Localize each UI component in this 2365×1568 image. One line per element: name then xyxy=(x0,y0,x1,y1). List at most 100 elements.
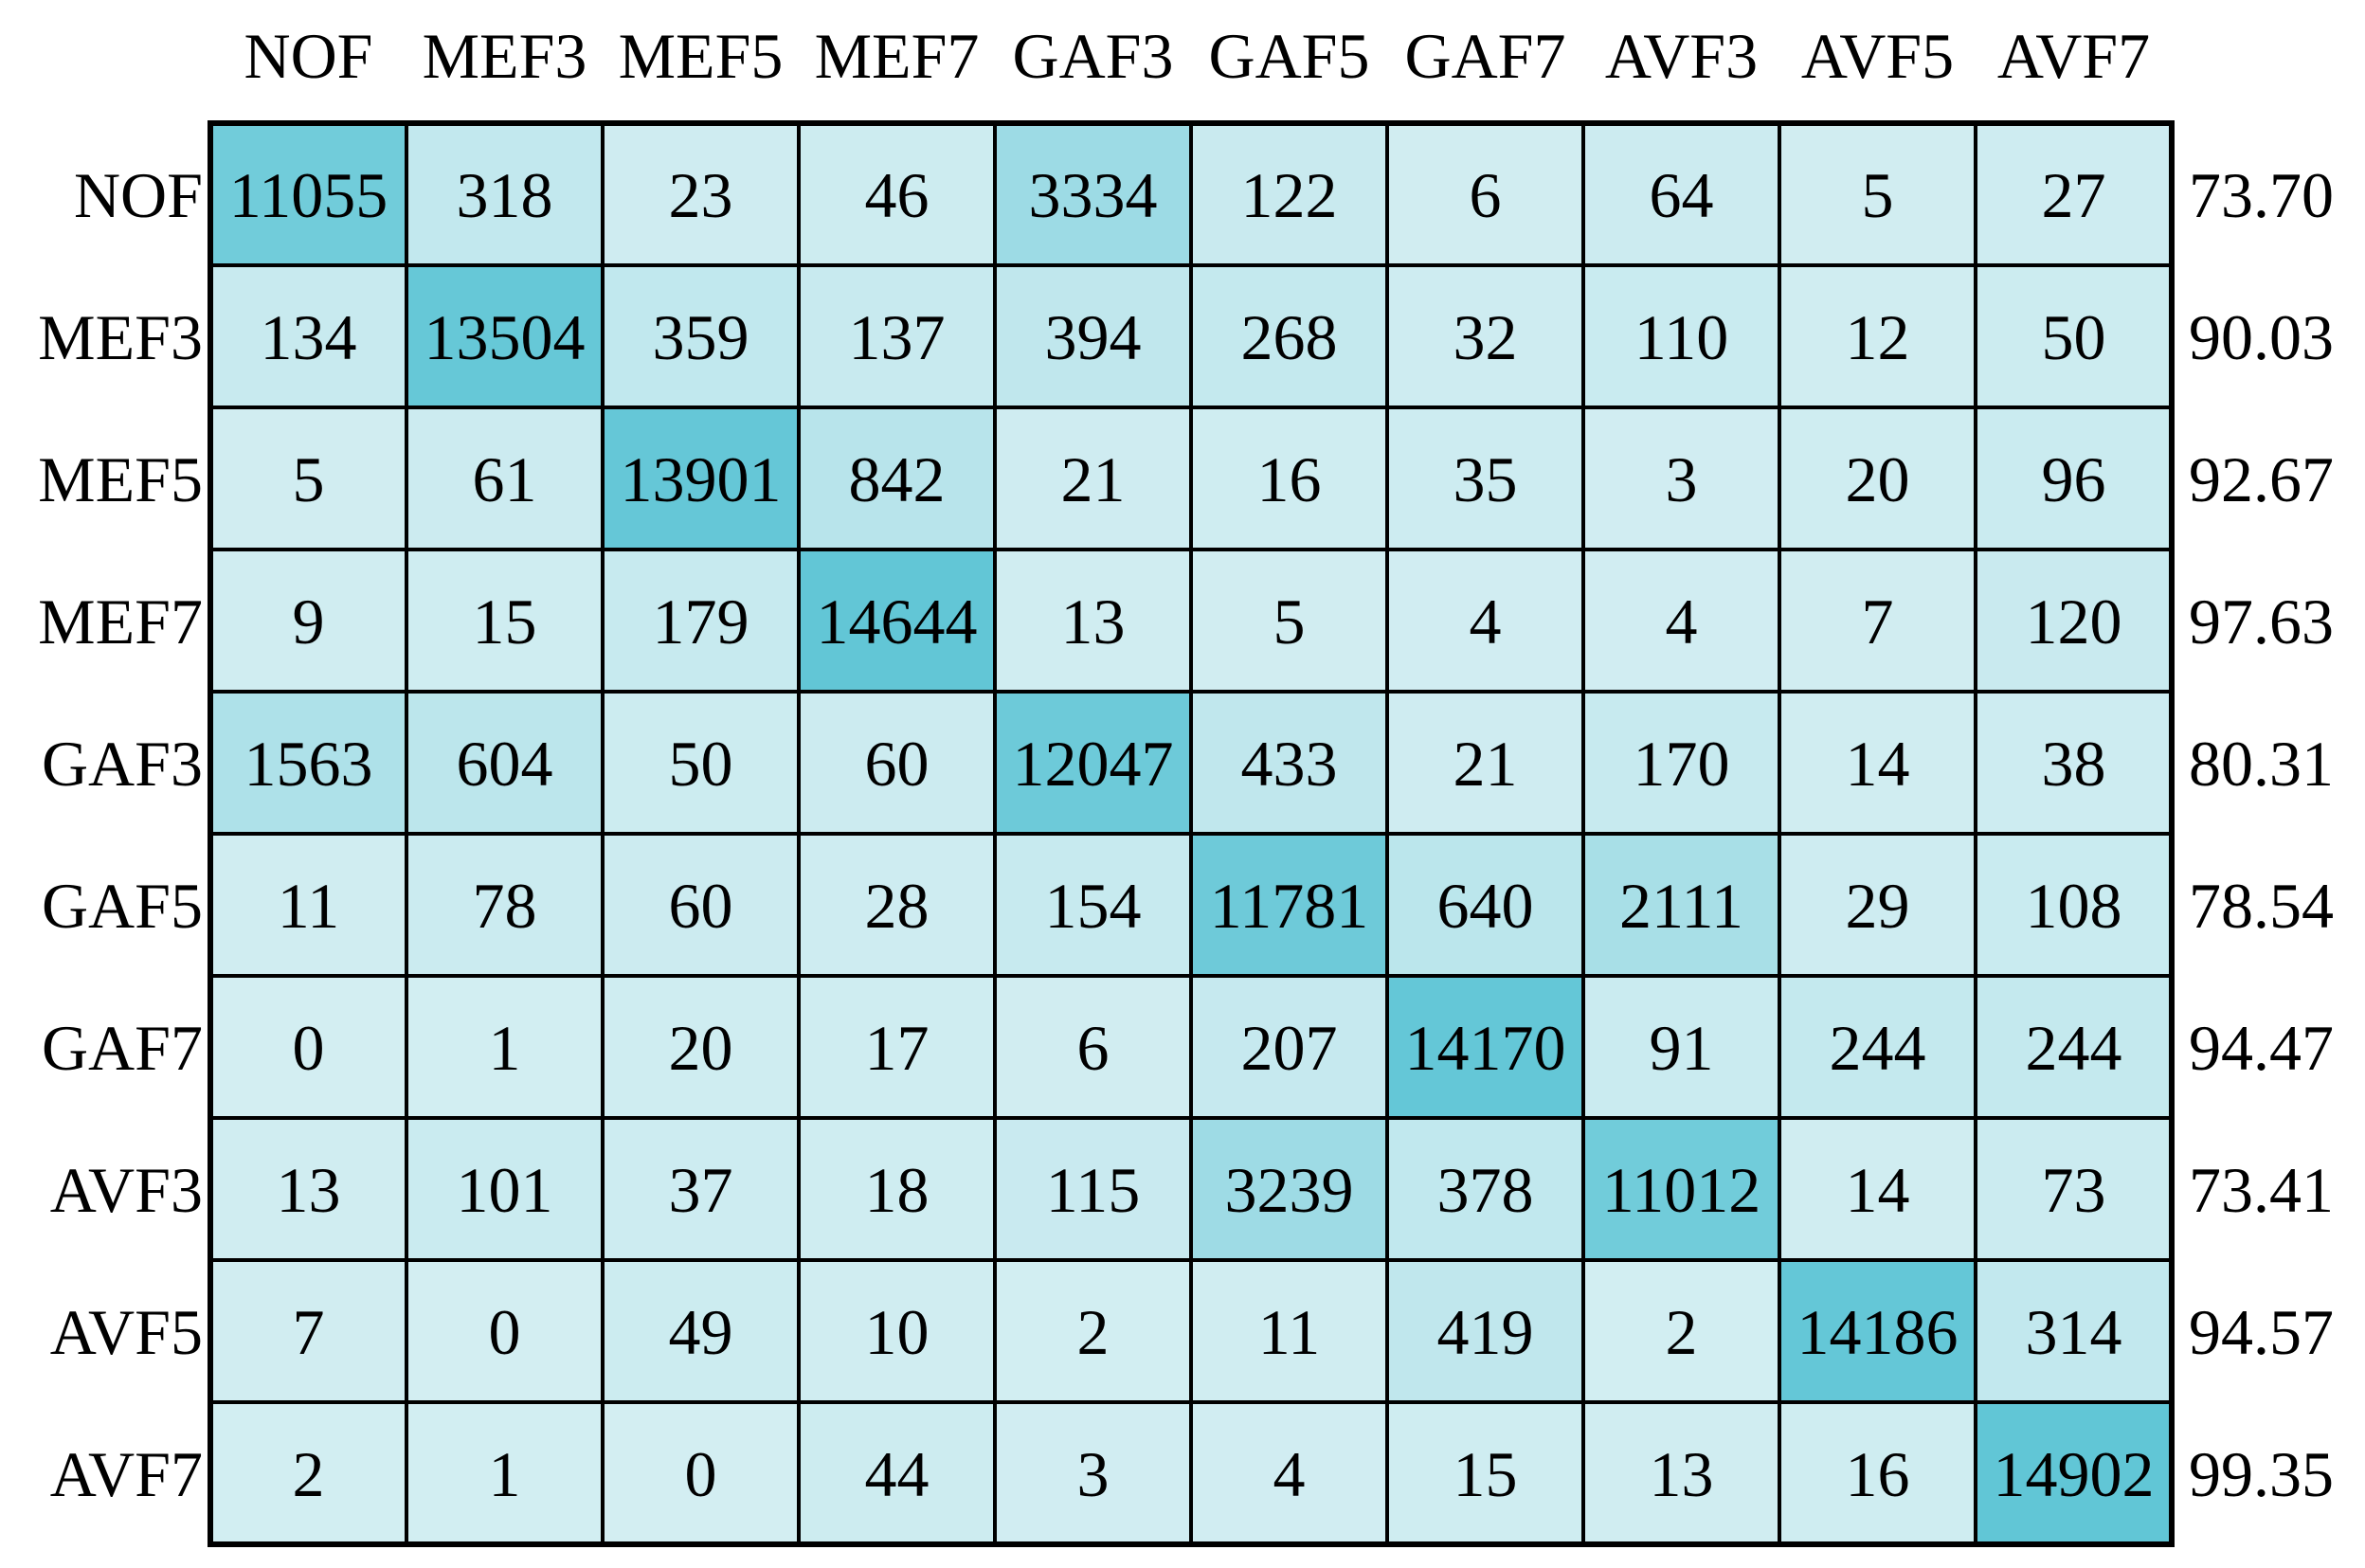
cell-value: 50 xyxy=(2042,301,2106,373)
matrix-cell xyxy=(1581,263,1781,409)
cell-value: 314 xyxy=(2026,1296,2122,1368)
matrix-cell xyxy=(1778,832,1977,978)
cell-value: 120 xyxy=(2026,586,2122,658)
matrix-cell xyxy=(1385,548,1585,694)
cell-value: 137 xyxy=(849,301,946,373)
cell-value: 35 xyxy=(1453,443,1518,515)
cell-value: 2111 xyxy=(1619,870,1743,942)
cell-value: 15 xyxy=(1453,1438,1518,1510)
cell-value: 244 xyxy=(1830,1012,1926,1084)
matrix-cell xyxy=(1581,690,1781,836)
row-labels: NOF MEF3 MEF5 MEF7 GAF3 GAF5 GAF7 AVF3 AVF5 AVF7 xyxy=(38,159,203,1510)
cell-value: 5 xyxy=(1273,586,1306,658)
matrix-cell xyxy=(1385,1400,1585,1546)
matrix-cell xyxy=(1778,548,1977,694)
matrix-cell xyxy=(1385,263,1585,409)
column-label: AVF7 xyxy=(1997,20,2150,92)
cell-value: 11012 xyxy=(1602,1154,1760,1226)
matrix-cell xyxy=(601,1116,801,1262)
cell-value: 268 xyxy=(1241,301,1338,373)
matrix-cell xyxy=(1385,406,1585,551)
column-label: GAF7 xyxy=(1404,20,1565,92)
matrix-cell xyxy=(1385,1116,1585,1262)
matrix-cell xyxy=(797,1116,997,1262)
matrix-cell xyxy=(208,832,408,978)
cell-value: 3 xyxy=(1666,443,1698,515)
matrix-cell xyxy=(993,832,1193,978)
cell-value: 7 xyxy=(293,1296,325,1368)
matrix-cell xyxy=(601,832,801,978)
row-label: AVF5 xyxy=(50,1296,203,1368)
column-label: AVF5 xyxy=(1801,20,1954,92)
column-label: MEF7 xyxy=(815,20,980,92)
row-label: AVF3 xyxy=(50,1154,203,1226)
cell-value: 73 xyxy=(2042,1154,2106,1226)
cell-value: 394 xyxy=(1045,301,1142,373)
cell-value: 3239 xyxy=(1225,1154,1354,1226)
matrix-cell xyxy=(405,406,605,551)
cell-value: 7 xyxy=(1862,586,1894,658)
cell-value: 14186 xyxy=(1797,1296,1959,1368)
cell-value: 3334 xyxy=(1029,159,1158,231)
cell-value: 18 xyxy=(865,1154,930,1226)
cell-value: 11781 xyxy=(1210,870,1368,942)
cell-value: 13 xyxy=(277,1154,341,1226)
matrix-cell xyxy=(1189,1400,1389,1546)
matrix-cell xyxy=(1778,406,1977,551)
matrix-cell xyxy=(601,1258,801,1404)
matrix-cell xyxy=(1581,974,1781,1120)
cell-value: 0 xyxy=(685,1438,717,1510)
cell-value: 14902 xyxy=(1994,1438,2155,1510)
cell-value: 4 xyxy=(1273,1438,1306,1510)
cell-value: 61 xyxy=(473,443,537,515)
row-label: AVF7 xyxy=(50,1438,203,1510)
matrix-cell xyxy=(1581,1116,1781,1262)
cell-value: 5 xyxy=(1862,159,1894,231)
row-accuracy: 99.35 xyxy=(2189,1438,2334,1510)
row-accuracy: 94.47 xyxy=(2189,1012,2334,1084)
matrix-cell xyxy=(797,263,997,409)
matrix-cell xyxy=(993,1116,1193,1262)
matrix-frame xyxy=(208,120,2175,1547)
cell-value: 46 xyxy=(865,159,930,231)
cell-value: 134 xyxy=(261,301,357,373)
row-accuracy: 92.67 xyxy=(2189,443,2334,515)
cell-value: 11 xyxy=(1258,1296,1320,1368)
column-label: GAF3 xyxy=(1012,20,1173,92)
cell-value: 0 xyxy=(293,1012,325,1084)
cell-value: 91 xyxy=(1650,1012,1714,1084)
matrix-cell xyxy=(1778,263,1977,409)
cell-value: 21 xyxy=(1453,728,1518,800)
matrix-cell xyxy=(208,406,408,551)
cell-value: 14 xyxy=(1846,1154,1910,1226)
cell-value: 1 xyxy=(489,1438,521,1510)
cell-value: 17 xyxy=(865,1012,930,1084)
cell-value: 38 xyxy=(2042,728,2106,800)
cell-value: 115 xyxy=(1046,1154,1140,1226)
cell-value: 433 xyxy=(1241,728,1338,800)
cell-value: 50 xyxy=(669,728,733,800)
row-label: GAF5 xyxy=(42,870,203,942)
matrix-cell xyxy=(1189,832,1389,978)
row-accuracy: 78.54 xyxy=(2189,870,2334,942)
cell-value: 16 xyxy=(1257,443,1322,515)
row-label: MEF5 xyxy=(38,443,203,515)
cell-value: 20 xyxy=(669,1012,733,1084)
matrix-cell xyxy=(405,690,605,836)
cell-value: 16 xyxy=(1846,1438,1910,1510)
matrix-cell xyxy=(797,1258,997,1404)
column-labels: NOF MEF3 MEF5 MEF7 GAF3 GAF5 GAF7 AVF3 AVF5 AVF7 xyxy=(244,20,2150,92)
cell-value: 101 xyxy=(457,1154,553,1226)
matrix-cell xyxy=(1189,690,1389,836)
cell-value: 14644 xyxy=(817,586,978,658)
cell-value: 6 xyxy=(1077,1012,1110,1084)
matrix-cell xyxy=(405,1116,605,1262)
matrix-cell xyxy=(1189,121,1389,267)
row-label: NOF xyxy=(74,159,203,231)
cell-value: 6 xyxy=(1470,159,1502,231)
matrix-cell xyxy=(601,690,801,836)
cell-value: 14 xyxy=(1846,728,1910,800)
matrix-cell xyxy=(1974,263,2174,409)
column-label: AVF3 xyxy=(1605,20,1758,92)
